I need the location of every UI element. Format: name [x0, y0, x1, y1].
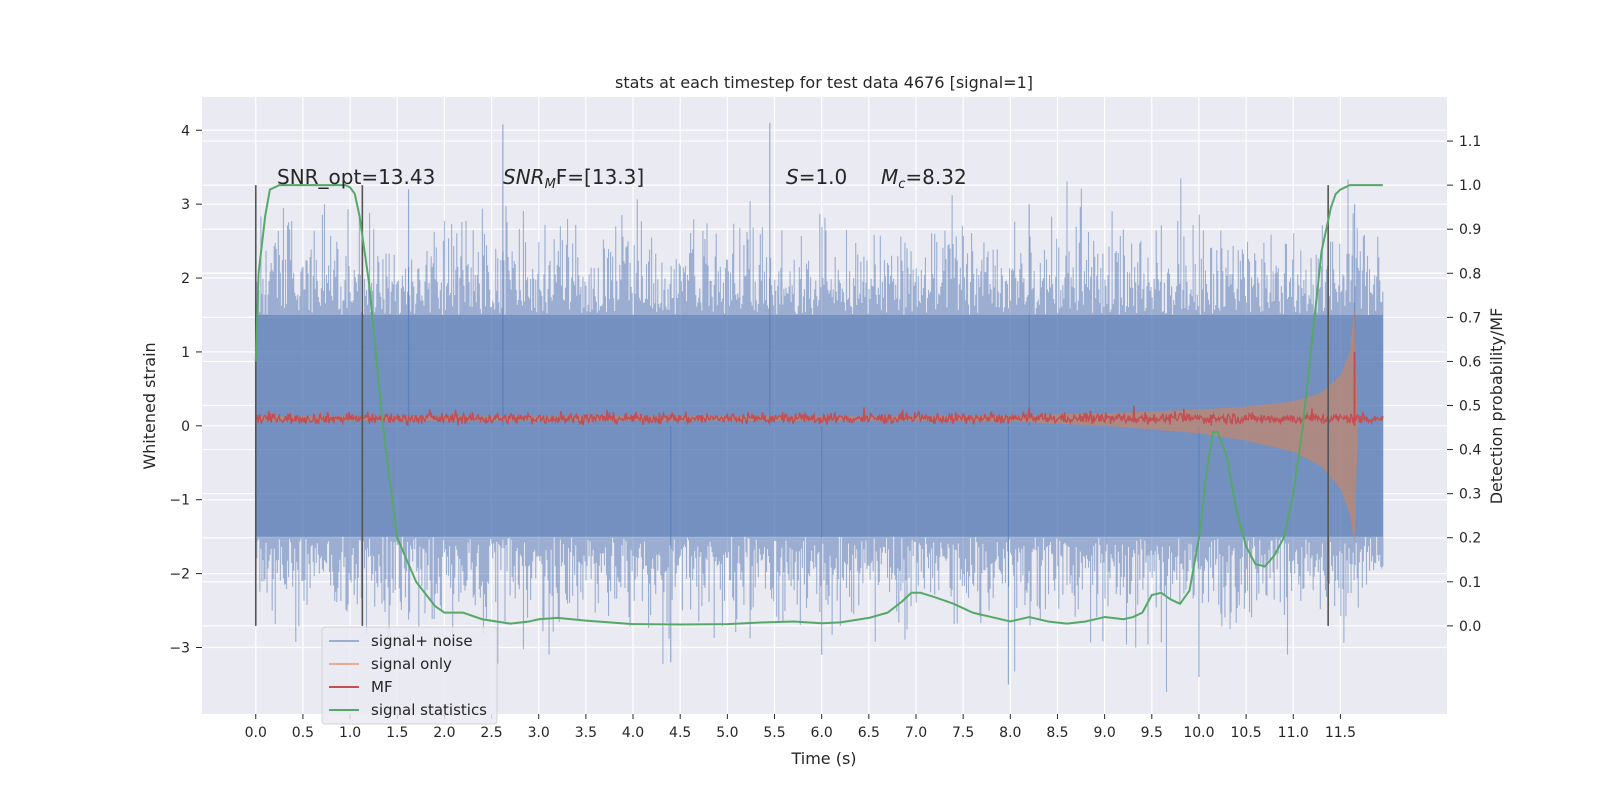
y-axis-label: Whitened strain [140, 342, 159, 469]
x-tick-label: 7.5 [952, 725, 974, 741]
y-axis-right-ticks: 1.1 1.0 0.9 0.8 0.7 0.6 0.5 0.4 0.3 0.2 0.1 0.0 [1447, 134, 1481, 635]
x-tick-label: 2.0 [433, 725, 455, 741]
y2-tick-label: 0.5 [1459, 399, 1481, 415]
annotations: SNR_opt=13.43 SNRMF=[13.3] S=1.0 Mc=8.32 [277, 165, 967, 192]
annotation-mc: Mc=8.32 [881, 165, 967, 192]
x-tick-label: 8.0 [999, 725, 1021, 741]
y-tick-label: 0 [181, 419, 190, 435]
y2-tick-label: 0.9 [1459, 222, 1481, 238]
y-tick-label: −1 [169, 493, 190, 509]
statistics-curve [254, 184, 1383, 626]
x-tick-label: 1.0 [339, 725, 361, 741]
vertical-markers [254, 185, 1329, 626]
x-tick-label: 7.0 [905, 725, 927, 741]
x-tick-label: 8.5 [1046, 725, 1068, 741]
legend-label-signal-only: signal only [371, 655, 452, 673]
signal-envelope [255, 307, 1358, 545]
y2-tick-label: 0.1 [1459, 575, 1481, 591]
x-tick-label: 11.5 [1325, 725, 1356, 741]
y2-tick-label: 0.6 [1459, 354, 1481, 370]
x-axis-label: Time (s) [790, 749, 856, 768]
series-signal-statistics [254, 184, 1383, 626]
x-tick-label: 9.0 [1093, 725, 1115, 741]
x-tick-label: 2.5 [480, 725, 502, 741]
y2-tick-label: 0.2 [1459, 531, 1481, 547]
y-tick-label: −2 [169, 567, 190, 583]
series-signal-only [255, 307, 1358, 545]
y-axis-left-ticks: 4 3 2 1 0 −1 −2 −3 [169, 123, 202, 656]
series-mf [255, 351, 1384, 426]
x-tick-label: 10.5 [1231, 725, 1262, 741]
y-tick-label: 2 [181, 271, 190, 287]
x-tick-label: 1.5 [386, 725, 408, 741]
x-tick-label: 9.5 [1141, 725, 1163, 741]
legend: signal+ noise signal only MF signal stat… [321, 626, 498, 725]
x-axis-ticks: 0.0 0.5 1.0 1.5 2.0 2.5 3.0 3.5 4.0 4.5 5.0 5.5 6.0 6… [245, 714, 1356, 741]
x-tick-label: 0.5 [292, 725, 314, 741]
y-tick-label: 1 [181, 345, 190, 361]
x-tick-label: 10.0 [1183, 725, 1214, 741]
x-tick-label: 4.5 [669, 725, 691, 741]
y2-tick-label: 0.0 [1459, 619, 1481, 635]
annotation-snr-mf: SNRMF=[13.3] [503, 165, 644, 192]
annotation-snr-opt: SNR_opt=13.43 [277, 165, 435, 189]
y-tick-label: 4 [181, 123, 190, 139]
y2-tick-label: 0.7 [1459, 310, 1481, 326]
y2-tick-label: 1.0 [1459, 178, 1481, 194]
legend-box [321, 626, 498, 725]
y2-tick-label: 0.4 [1459, 443, 1481, 459]
x-tick-label: 3.5 [575, 725, 597, 741]
x-tick-label: 0.0 [245, 725, 267, 741]
x-tick-label: 5.5 [763, 725, 785, 741]
chart-title: stats at each timestep for test data 467… [615, 73, 1033, 92]
legend-label-signal-noise: signal+ noise [371, 632, 473, 650]
y2-tick-label: 0.3 [1459, 487, 1481, 503]
y-tick-label: −3 [169, 640, 190, 656]
annotation-s: S=1.0 [786, 165, 847, 189]
legend-label-mf: MF [371, 678, 393, 696]
y-tick-label: 3 [181, 197, 190, 213]
mf-trace [255, 405, 1384, 426]
y2-axis-label: Detection probability/MF [1487, 308, 1506, 505]
x-tick-label: 5.0 [716, 725, 738, 741]
y2-tick-label: 1.1 [1459, 134, 1481, 150]
y2-tick-label: 0.8 [1459, 266, 1481, 282]
legend-label-signal-statistics: signal statistics [371, 701, 487, 719]
x-tick-label: 4.0 [622, 725, 644, 741]
x-tick-label: 6.0 [811, 725, 833, 741]
x-tick-label: 6.5 [858, 725, 880, 741]
x-tick-label: 11.0 [1278, 725, 1309, 741]
x-tick-label: 3.0 [528, 725, 550, 741]
